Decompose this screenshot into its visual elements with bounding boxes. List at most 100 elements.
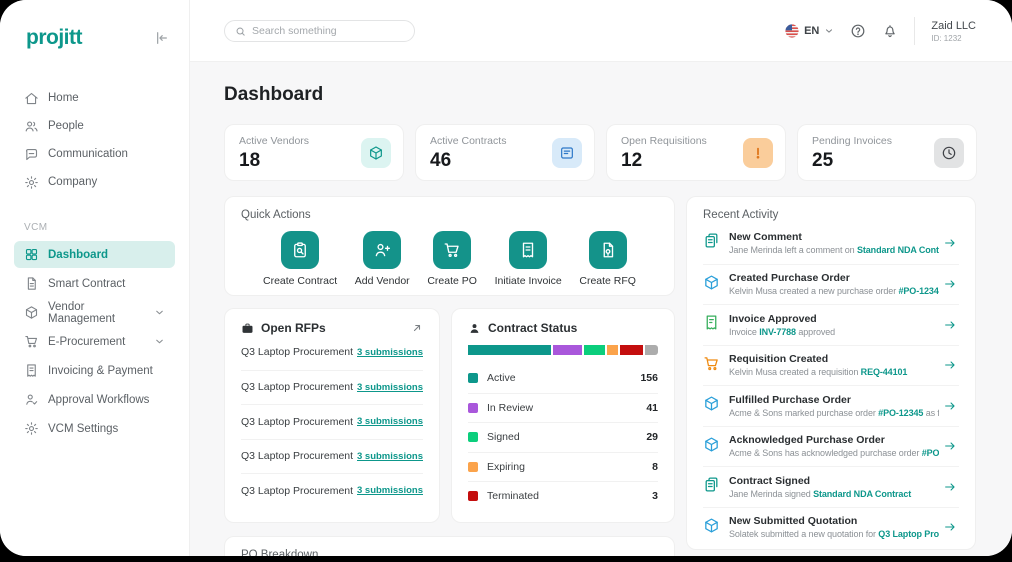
- recent-activity-list: New Comment Jane Merinda left a comment …: [703, 223, 959, 547]
- arrow-right-icon[interactable]: [943, 236, 959, 250]
- arrow-right-icon[interactable]: [943, 439, 959, 453]
- activity-link[interactable]: #PO-12345: [921, 448, 939, 459]
- po-breakdown-title: PO Breakdown: [241, 549, 319, 556]
- legend-value: 3: [652, 490, 658, 503]
- rfp-row: Q3 Laptop Procurement 3 submissions: [241, 438, 423, 474]
- activity-icon: [703, 232, 729, 249]
- activity-row[interactable]: New Submitted Quotation Solatek submitte…: [703, 506, 959, 548]
- activity-icon: [703, 517, 729, 534]
- topbar-divider: [914, 17, 916, 45]
- expand-arrow-icon[interactable]: [411, 322, 423, 334]
- account-menu[interactable]: Zaid LLC ID: 1232: [931, 20, 976, 43]
- stat-value: 25: [812, 150, 834, 171]
- rfp-name: Q3 Laptop Procurement: [241, 381, 354, 394]
- search-input[interactable]: [252, 25, 404, 37]
- rfp-submissions-link[interactable]: 3 submissions: [357, 381, 423, 393]
- quick-actions-row: Create Contract Add Vendor Create PO: [241, 221, 658, 287]
- activity-link[interactable]: INV-7788: [759, 326, 796, 337]
- activity-row[interactable]: Contract Signed Jane Merinda signed Stan…: [703, 466, 959, 507]
- arrow-right-icon[interactable]: [943, 318, 959, 332]
- quick-action-button[interactable]: Create RFQ: [579, 231, 636, 287]
- sidebar-item[interactable]: Communication: [14, 140, 175, 168]
- notifications-bell-button[interactable]: [882, 23, 898, 39]
- sidebar-item[interactable]: People: [14, 112, 175, 140]
- activity-row[interactable]: Fulfilled Purchase Order Acme & Sons mar…: [703, 385, 959, 426]
- sidebar-item[interactable]: Invoicing & Payment: [14, 357, 175, 384]
- activity-row[interactable]: Requisition Created Kelvin Musa created …: [703, 344, 959, 386]
- legend-row: Terminated 3: [468, 481, 658, 511]
- open-rfps-list: Q3 Laptop Procurement 3 submissions Q3 L…: [241, 335, 423, 508]
- activity-title: Acknowledged Purchase Order: [729, 434, 885, 447]
- sidebar-vcm-nav: Dashboard Smart Contract Vendor Manageme…: [14, 241, 175, 442]
- sidebar-item[interactable]: Smart Contract: [14, 270, 175, 297]
- sidebar-item-icon: [24, 147, 39, 162]
- quick-actions-card: Quick Actions Create Contract Add Vendor: [224, 196, 675, 296]
- legend-swatch: [468, 491, 478, 502]
- activity-title: New Submitted Quotation: [729, 515, 858, 528]
- activity-description: Solatek submitted a new quotation for Q3…: [729, 529, 939, 539]
- sidebar-item[interactable]: E-Procurement: [14, 328, 175, 355]
- activity-description: Acme & Sons marked purchase order #PO-12…: [729, 408, 939, 418]
- activity-description: Acme & Sons has acknowledged purchase or…: [729, 448, 939, 458]
- activity-link[interactable]: #PO-12345: [898, 286, 940, 297]
- help-button[interactable]: [850, 23, 866, 39]
- sidebar-item-icon: [24, 276, 39, 291]
- main-content: Dashboard Active Vendors 18 Active Contr…: [190, 62, 1012, 556]
- activity-title: Requisition Created: [729, 353, 829, 366]
- sidebar-item-label: Communication: [48, 148, 128, 160]
- activity-row[interactable]: New Comment Jane Merinda left a comment …: [703, 223, 959, 264]
- quick-action-button[interactable]: Initiate Invoice: [495, 231, 562, 287]
- language-selector[interactable]: EN: [785, 24, 834, 38]
- rfp-row: Q3 Laptop Procurement 3 submissions: [241, 404, 423, 439]
- activity-text: Kelvin Musa created a new purchase order: [729, 286, 899, 297]
- sidebar-section-label: VCM: [24, 222, 48, 233]
- rfp-submissions-link[interactable]: 3 submissions: [357, 485, 423, 497]
- sidebar-item[interactable]: Approval Workflows: [14, 386, 175, 413]
- sidebar-item-label: Invoicing & Payment: [48, 364, 153, 377]
- arrow-right-icon[interactable]: [943, 399, 959, 413]
- rfp-submissions-link[interactable]: 3 submissions: [357, 416, 423, 428]
- rfp-submissions-link[interactable]: 3 submissions: [357, 346, 423, 358]
- quick-action-icon: [281, 231, 320, 269]
- activity-title: Fulfilled Purchase Order: [729, 393, 851, 406]
- arrow-right-icon[interactable]: [943, 480, 959, 494]
- legend-label: Expiring: [487, 460, 525, 473]
- activity-link[interactable]: Standard NDA Contract: [813, 488, 912, 499]
- activity-link[interactable]: Q3 Laptop Procurement: [878, 529, 939, 540]
- sidebar-item-icon: [24, 363, 39, 378]
- sidebar-item-icon: [24, 305, 39, 320]
- activity-row[interactable]: Invoice Approved Invoice INV-7788 approv…: [703, 304, 959, 345]
- quick-action-icon: [509, 231, 548, 269]
- sidebar-item[interactable]: Vendor Management: [14, 299, 175, 326]
- briefcase-icon: [241, 322, 254, 335]
- sidebar-item[interactable]: Dashboard: [14, 241, 175, 268]
- bar-segment: [468, 345, 552, 355]
- quick-actions-title: Quick Actions: [241, 209, 311, 221]
- quick-action-button[interactable]: Add Vendor: [355, 231, 410, 287]
- activity-text: Acme & Sons marked purchase order: [729, 407, 879, 418]
- rfp-submissions-link[interactable]: 3 submissions: [357, 450, 423, 462]
- sidebar-item-label: Vendor Management: [48, 300, 116, 325]
- quick-action-label: Create RFQ: [579, 275, 636, 287]
- activity-text: Jane Merinda signed: [729, 488, 814, 499]
- activity-link[interactable]: REQ-44101: [860, 367, 908, 378]
- activity-link[interactable]: Standard NDA Contract: [856, 245, 939, 256]
- legend-swatch: [468, 461, 478, 472]
- activity-title: Created Purchase Order: [729, 272, 850, 285]
- activity-link[interactable]: #PO-12345: [878, 407, 924, 418]
- sidebar-item[interactable]: VCM Settings: [14, 415, 175, 442]
- arrow-right-icon[interactable]: [943, 520, 959, 534]
- sidebar-item-label: Dashboard: [48, 248, 109, 261]
- sidebar-item-label: VCM Settings: [48, 422, 119, 435]
- activity-row[interactable]: Acknowledged Purchase Order Acme & Sons …: [703, 425, 959, 467]
- activity-row[interactable]: Created Purchase Order Kelvin Musa creat…: [703, 263, 959, 305]
- quick-action-button[interactable]: Create PO: [427, 231, 477, 287]
- quick-action-button[interactable]: Create Contract: [263, 231, 337, 287]
- sidebar-collapse-icon[interactable]: [153, 30, 169, 46]
- arrow-right-icon[interactable]: [943, 277, 959, 291]
- sidebar-item[interactable]: Home: [14, 84, 175, 112]
- arrow-right-icon[interactable]: [943, 358, 959, 372]
- activity-title: New Comment: [729, 231, 802, 244]
- sidebar-item[interactable]: Company: [14, 168, 175, 196]
- stat-card: Pending Invoices 25: [797, 124, 977, 181]
